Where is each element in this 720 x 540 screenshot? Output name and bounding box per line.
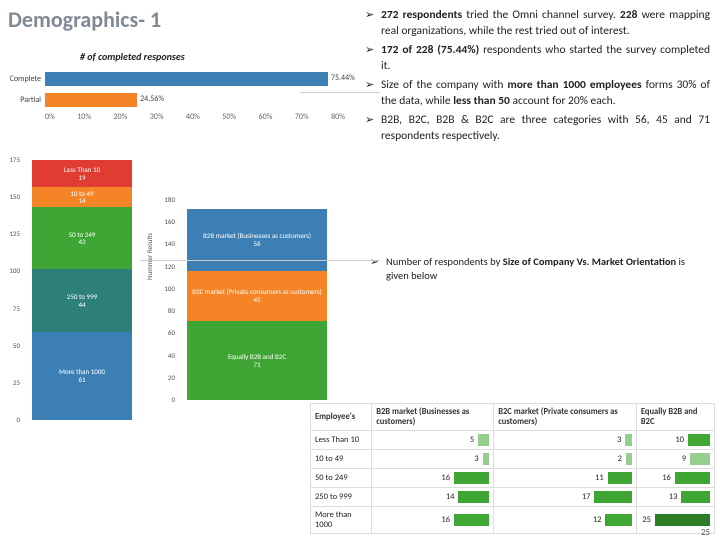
table-cell: 5: [372, 431, 494, 450]
yaxis-tick: 0: [155, 395, 175, 404]
yaxis-tick: 150: [0, 192, 20, 201]
size-vs-market-table: Employee'sB2B market (Businesses as cust…: [310, 403, 715, 534]
yaxis-tick: 175: [0, 155, 20, 164]
responses-bar-chart: Complete75.44%Partial24.56% 0%10%20%30%4…: [0, 70, 345, 150]
bar-segment: [45, 93, 137, 107]
yaxis-tick: 75: [0, 304, 20, 313]
stacked-segment: Equally B2B and B2C71: [187, 321, 327, 400]
bullet-arrow-icon: ➢: [365, 113, 381, 144]
yaxis-tick: 40: [155, 351, 175, 360]
table-row-label: 50 to 249: [311, 469, 372, 488]
page-title: Demographics- 1: [8, 6, 161, 33]
yaxis-tick: 180: [155, 195, 175, 204]
stacked-segment: Less Than 1019: [32, 160, 132, 187]
bullet-text: 272 respondents tried the Omni channel s…: [381, 8, 710, 39]
stacked-segment: 250 to 99944: [32, 269, 132, 332]
stacked-segment: 50 to 24943: [32, 207, 132, 269]
table-cell: 3: [372, 450, 494, 469]
bullet-text: Number of respondents by Size of Company…: [386, 255, 705, 283]
chart3-ylabel: Nummer Results: [145, 233, 154, 280]
bar-segment: [45, 72, 328, 86]
table-cell: 16: [372, 507, 494, 534]
responses-subtitle: # of completed responses: [80, 50, 185, 63]
table-row: More than 1000161225: [311, 507, 715, 534]
xaxis-tick: 40%: [186, 112, 200, 122]
table-cell: 2: [494, 450, 637, 469]
bullet-arrow-icon: ➢: [365, 78, 381, 109]
yaxis-tick: 140: [155, 239, 175, 248]
bullet-item: ➢Number of respondents by Size of Compan…: [370, 255, 705, 283]
yaxis-tick: 100: [0, 266, 20, 275]
xaxis-tick: 30%: [150, 112, 164, 122]
table-row-label: Less Than 10: [311, 431, 372, 450]
table-row: 50 to 249161116: [311, 469, 715, 488]
yaxis-tick: 20: [155, 373, 175, 382]
stacked-segment: B2B market (Businesses as customers)56: [187, 209, 327, 271]
table-cell: 9: [636, 450, 714, 469]
xaxis-tick: 20%: [113, 112, 127, 122]
table-cell: 13: [636, 488, 714, 507]
yaxis-tick: 100: [155, 284, 175, 293]
main-bullet-list: ➢272 respondents tried the Omni channel …: [365, 8, 710, 148]
stacked-segment: More than 100061: [32, 332, 132, 420]
connector-line: [300, 92, 380, 93]
yaxis-tick: 25: [0, 378, 20, 387]
bullet-arrow-icon: ➢: [365, 8, 381, 39]
xaxis-tick: 0%: [45, 112, 55, 122]
bullet-arrow-icon: ➢: [365, 43, 381, 74]
yaxis-tick: 80: [155, 306, 175, 315]
xaxis-tick: 60%: [259, 112, 273, 122]
table-row: 10 to 49329: [311, 450, 715, 469]
page-number: 25: [701, 527, 710, 538]
connector-line: [140, 260, 380, 261]
table-cell: 16: [372, 469, 494, 488]
bar-value-label: 75.44%: [331, 73, 355, 83]
bullet-item: ➢272 respondents tried the Omni channel …: [365, 8, 710, 39]
table-cell: 16: [636, 469, 714, 488]
table-row: Less Than 105310: [311, 431, 715, 450]
xaxis-tick: 50%: [222, 112, 236, 122]
table-cell: 3: [494, 431, 637, 450]
company-size-stacked-chart: 0255075100125150175 Less Than 101910 to …: [0, 160, 150, 460]
bar-label: Partial: [0, 95, 45, 105]
yaxis-tick: 0: [0, 415, 20, 424]
stacked-segment: B2C market (Private consumers as custome…: [187, 271, 327, 321]
table-cell: 10: [636, 431, 714, 450]
table-row-label: 10 to 49: [311, 450, 372, 469]
yaxis-tick: 120: [155, 262, 175, 271]
yaxis-tick: 125: [0, 229, 20, 238]
bullet-item: ➢Size of the company with more than 1000…: [365, 78, 710, 109]
yaxis-tick: 50: [0, 341, 20, 350]
bullet-text: 172 of 228 (75.44%) respondents who star…: [381, 43, 710, 74]
table-row: 250 to 999141713: [311, 488, 715, 507]
table-header-cell: Equally B2B and B2C: [636, 404, 714, 431]
table-row-label: More than 1000: [311, 507, 372, 534]
table-header-cell: B2C market (Private consumers as custome…: [494, 404, 637, 431]
bar-value-label: 24.56%: [140, 94, 164, 104]
table-cell: 17: [494, 488, 637, 507]
yaxis-tick: 160: [155, 217, 175, 226]
bullet-item: ➢172 of 228 (75.44%) respondents who sta…: [365, 43, 710, 74]
table-cell: 12: [494, 507, 637, 534]
yaxis-tick: 60: [155, 328, 175, 337]
table-cell: 14: [372, 488, 494, 507]
table-header-cell: Employee's: [311, 404, 372, 431]
bullet-text: Size of the company with more than 1000 …: [381, 78, 710, 109]
bar-label: Complete: [0, 74, 45, 84]
table-header-cell: B2B market (Businesses as customers): [372, 404, 494, 431]
table-row-label: 250 to 999: [311, 488, 372, 507]
xaxis-tick: 70%: [295, 112, 309, 122]
stacked-segment: 10 to 4914: [32, 187, 132, 207]
bullet-item: ➢B2B, B2C, B2B & B2C are three categorie…: [365, 113, 710, 144]
table-cell: 11: [494, 469, 637, 488]
xaxis-tick: 10%: [77, 112, 91, 122]
xaxis-tick: 80%: [331, 112, 345, 122]
secondary-bullet-list: ➢Number of respondents by Size of Compan…: [370, 255, 705, 283]
bullet-text: B2B, B2C, B2B & B2C are three categories…: [381, 113, 710, 144]
